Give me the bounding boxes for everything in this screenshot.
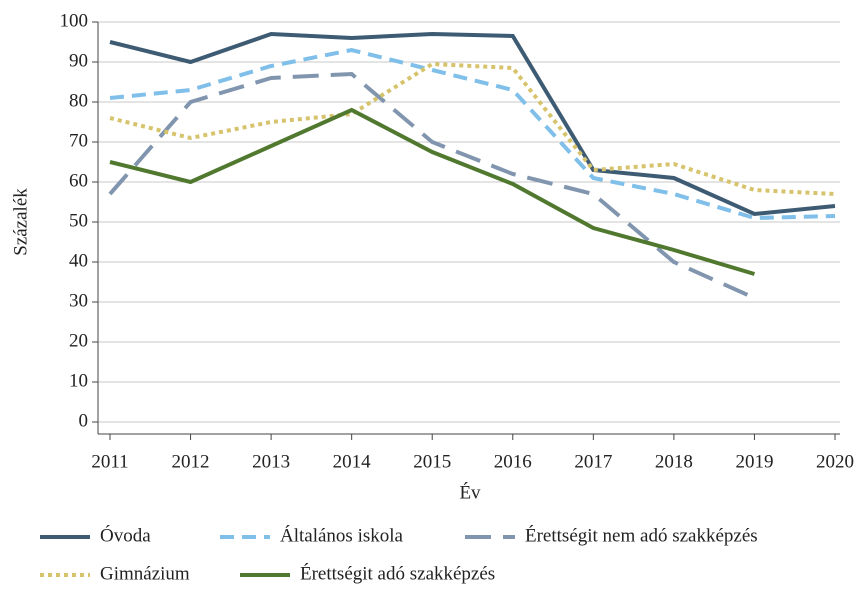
- x-tick-label: 2014: [333, 451, 372, 472]
- x-tick-label: 2015: [413, 451, 451, 472]
- y-tick-label: 90: [69, 50, 88, 71]
- y-tick-label: 20: [69, 330, 88, 351]
- y-tick-label: 30: [69, 290, 88, 311]
- x-tick-label: 2013: [252, 451, 290, 472]
- series-line: [109, 47, 836, 221]
- y-tick-label: 50: [69, 210, 88, 231]
- legend-label: Gimnázium: [100, 563, 190, 584]
- series-line: [109, 107, 756, 276]
- y-tick-label: 100: [60, 10, 89, 31]
- x-tick-label: 2012: [172, 451, 210, 472]
- x-tick-label: 2016: [494, 451, 532, 472]
- legend-label: Érettségit nem adó szakképzés: [525, 524, 758, 546]
- legend-label: Óvoda: [100, 524, 151, 546]
- series-line: [109, 61, 836, 196]
- y-tick-label: 0: [79, 410, 89, 431]
- x-tick-label: 2019: [735, 451, 773, 472]
- y-tick-label: 70: [69, 130, 88, 151]
- x-tick-label: 2020: [816, 451, 854, 472]
- y-axis-label: Százalék: [10, 188, 31, 256]
- y-tick-label: 40: [69, 250, 88, 271]
- series-line: [109, 31, 836, 217]
- y-tick-label: 80: [69, 90, 88, 111]
- y-tick-label: 10: [69, 370, 88, 391]
- legend-label: Általános iskola: [280, 524, 404, 546]
- x-tick-label: 2017: [574, 451, 612, 472]
- y-tick-label: 60: [69, 170, 88, 191]
- series-line: [108, 71, 756, 300]
- x-tick-label: 2011: [91, 451, 128, 472]
- x-tick-label: 2018: [655, 451, 693, 472]
- x-axis-label: Év: [459, 481, 481, 503]
- legend-label: Érettségit adó szakképzés: [300, 562, 495, 584]
